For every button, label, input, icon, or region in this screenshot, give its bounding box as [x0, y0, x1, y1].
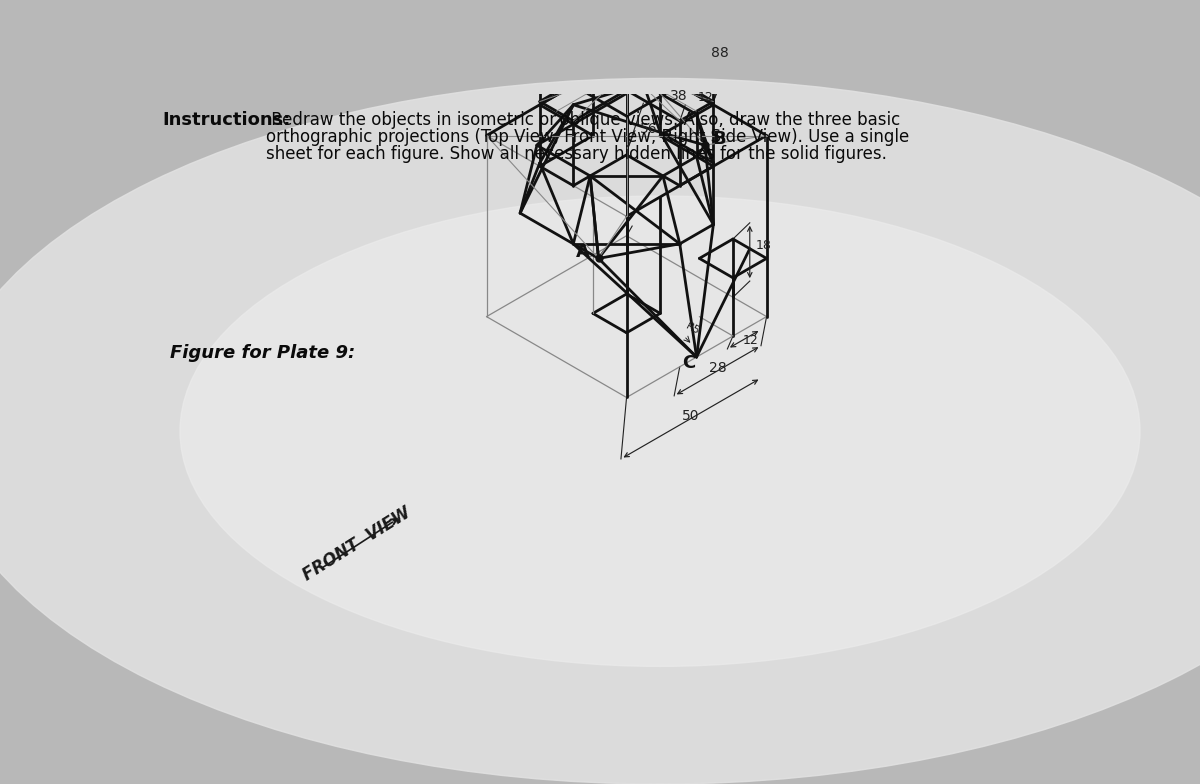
Ellipse shape — [180, 196, 1140, 666]
Text: B: B — [712, 129, 726, 147]
Ellipse shape — [0, 78, 1200, 784]
Text: orthographic projections (Top View, Front View, Right Side View). Use a single: orthographic projections (Top View, Fron… — [266, 128, 910, 146]
Text: 50: 50 — [683, 409, 700, 423]
Text: Instructions:: Instructions: — [162, 111, 290, 129]
Text: A: A — [576, 243, 590, 261]
Text: FRONT  VIEW: FRONT VIEW — [300, 503, 414, 584]
Text: 28: 28 — [709, 361, 726, 376]
Text: C: C — [683, 354, 696, 372]
Text: 12: 12 — [697, 91, 713, 104]
Text: 12: 12 — [743, 334, 758, 347]
Text: 38: 38 — [670, 89, 688, 103]
Text: 18: 18 — [756, 239, 772, 252]
Text: R5.: R5. — [684, 321, 704, 338]
Text: Figure for Plate 9:: Figure for Plate 9: — [170, 343, 355, 361]
Text: 88: 88 — [710, 45, 728, 60]
Text: sheet for each figure. Show all necessary hidden lines for the solid figures.: sheet for each figure. Show all necessar… — [266, 145, 887, 163]
Text: Redraw the objects in isometric or oblique views. Also, draw the three basic: Redraw the objects in isometric or obliq… — [266, 111, 900, 129]
Text: 56: 56 — [641, 122, 658, 136]
